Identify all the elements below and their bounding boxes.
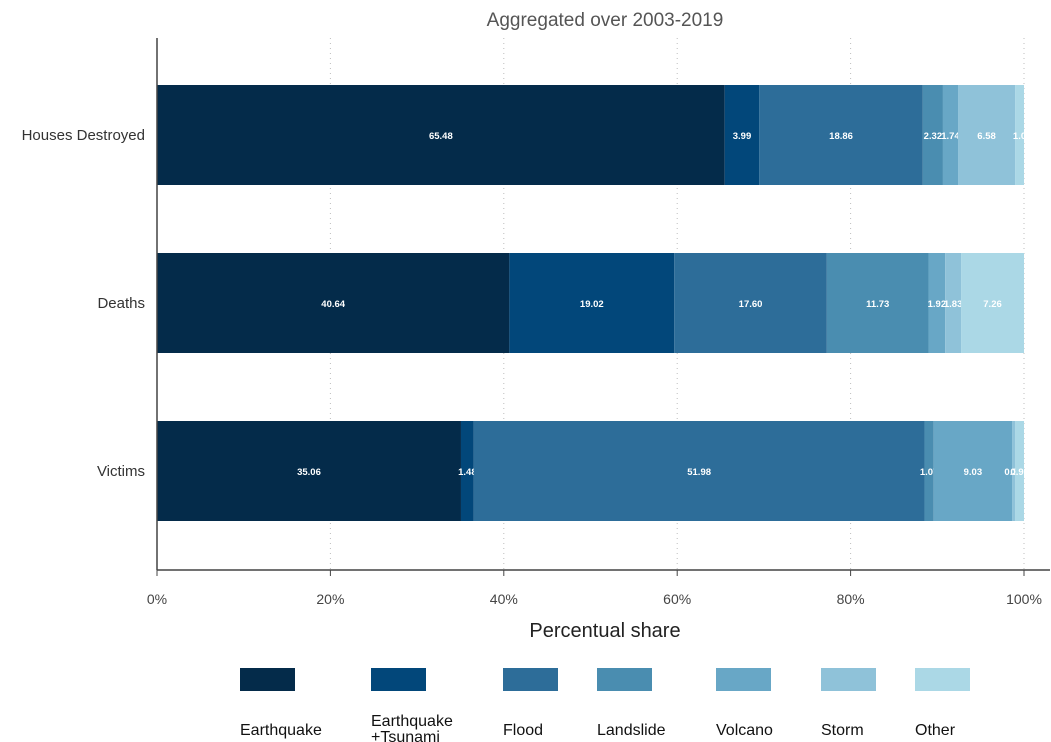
bar-segment [674,253,827,353]
legend-label: Storm [821,722,864,739]
data-label: 1.07 [920,467,939,478]
data-label: 51.98 [687,467,711,478]
legend-swatch [716,668,771,691]
legend-label: +Tsunami [371,729,440,742]
data-label: 35.06 [297,467,321,478]
category-label: Victims [97,463,145,480]
bars: 65.48 3.99 18.86 2.32 1.74 6.58 1.0 40.64 19.02 1… [157,85,1029,521]
x-tick-label: 100% [1006,591,1042,607]
data-label: 40.64 [321,299,345,310]
bar-segment [509,253,675,353]
data-label: 11.73 [866,299,889,310]
bar-segment [759,85,923,185]
legend-label: Earthquake [240,722,322,739]
bar-segment [922,85,943,185]
data-label: 1.83 [944,299,963,310]
data-label: 18.86 [829,131,853,142]
x-tick-label: 80% [837,591,865,607]
data-label: 0.38 [1004,467,1023,478]
x-axis-label: Percentual share [529,620,680,642]
axes: Houses Destroyed Deaths Victims 0% 20% 40% 60%… [22,38,1050,607]
data-label: 6.58 [977,131,996,142]
bar-segment [724,85,760,185]
bar-segment [826,253,929,353]
data-label: 7.26 [983,299,1002,310]
data-label: 9.03 [964,467,983,478]
bar-segment [460,421,474,521]
legend-swatch [915,668,970,691]
legend-swatch [597,668,652,691]
bar-segment [157,85,725,185]
legend-swatch [371,668,426,691]
bar-segment [1012,421,1016,521]
x-tick-label: 60% [663,591,691,607]
data-label: 2.32 [924,131,943,142]
bar-segment [945,253,962,353]
legend-swatch [821,668,876,691]
data-label: 1.92 [928,299,947,310]
bar-segment [157,421,461,521]
x-tick-label: 20% [316,591,344,607]
x-tick-label: 40% [490,591,518,607]
category-label: Deaths [97,295,145,312]
bar-segment [1015,85,1024,185]
bar-segment [942,85,959,185]
bar-segment [473,421,925,521]
data-label: 1.74 [941,131,960,142]
data-label: 3.99 [733,131,752,142]
legend-label: Landslide [597,722,666,739]
data-label: 19.02 [580,299,604,310]
bar-segment [928,253,946,353]
legend-label: Flood [503,722,543,739]
bar-segment [1015,421,1024,521]
bar-segment [933,421,1013,521]
chart-title: Aggregated over 2003-2019 [487,10,724,31]
data-label: 65.48 [429,131,453,142]
legend-label: Other [915,722,956,739]
bar-segment [961,253,1024,353]
data-label: 1.0 [1013,131,1026,142]
x-tick-label: 0% [147,591,167,607]
bar-segment [958,85,1016,185]
legend-swatch [240,668,295,691]
category-label: Houses Destroyed [22,127,145,144]
legend-label: Earthquake [371,713,453,730]
legend-swatch [503,668,558,691]
data-label: 1.48 [458,467,477,478]
bar-segment [157,253,510,353]
data-label: 0.98 [1010,467,1029,478]
bar-segment [924,421,934,521]
legend-label: Volcano [716,722,773,739]
data-label: 17.60 [739,299,763,310]
